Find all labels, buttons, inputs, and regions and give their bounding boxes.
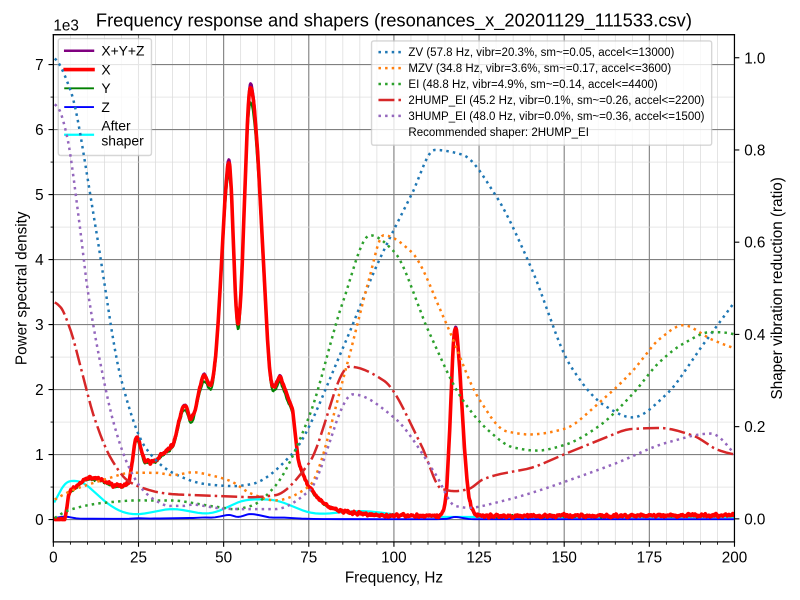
svg-text:0.8: 0.8 [744,142,765,159]
svg-text:25: 25 [130,550,147,567]
svg-text:Shaper vibration reduction (ra: Shaper vibration reduction (ratio) [769,177,786,399]
svg-text:100: 100 [381,550,406,567]
svg-text:125: 125 [466,550,491,567]
svg-text:MZV (34.8 Hz, vibr=3.6%, sm~=0: MZV (34.8 Hz, vibr=3.6%, sm~=0.17, accel… [408,63,671,75]
svg-text:0.4: 0.4 [744,327,766,344]
svg-text:3HUMP_EI (48.0 Hz, vibr=0.0%,: 3HUMP_EI (48.0 Hz, vibr=0.0%, sm~=0.36, … [408,111,704,123]
svg-text:0.6: 0.6 [744,235,765,252]
svg-text:4: 4 [35,252,44,269]
svg-text:75: 75 [300,550,317,567]
svg-text:1: 1 [35,447,44,464]
svg-text:2HUMP_EI (45.2 Hz, vibr=0.1%,: 2HUMP_EI (45.2 Hz, vibr=0.1%, sm~=0.26, … [408,95,704,107]
svg-text:EI (48.8 Hz, vibr=4.9%, sm~=0.: EI (48.8 Hz, vibr=4.9%, sm~=0.14, accel<… [408,79,657,91]
svg-text:Frequency, Hz: Frequency, Hz [345,570,443,587]
svg-text:Recommended shaper: 2HUMP_EI: Recommended shaper: 2HUMP_EI [408,127,589,139]
svg-text:3: 3 [35,317,44,334]
svg-text:175: 175 [637,550,662,567]
svg-text:7: 7 [35,57,44,74]
svg-text:5: 5 [35,187,44,204]
svg-text:Z: Z [101,99,110,115]
svg-text:2: 2 [35,382,44,399]
svg-text:Y: Y [101,80,110,96]
svg-text:150: 150 [551,550,576,567]
svg-text:Power spectral density: Power spectral density [13,211,30,365]
svg-text:shaper: shaper [101,133,144,149]
svg-text:Frequency response and shapers: Frequency response and shapers (resonanc… [96,9,692,31]
svg-text:0: 0 [35,512,44,529]
svg-text:X: X [101,61,110,77]
svg-text:1e3: 1e3 [53,18,78,35]
svg-text:6: 6 [35,122,44,139]
svg-text:0.0: 0.0 [744,511,765,528]
svg-text:50: 50 [215,550,232,567]
svg-text:X+Y+Z: X+Y+Z [101,43,145,59]
svg-text:ZV (57.8 Hz, vibr=20.3%, sm~=0: ZV (57.8 Hz, vibr=20.3%, sm~=0.05, accel… [408,47,674,59]
svg-text:200: 200 [722,550,747,567]
svg-text:1.0: 1.0 [744,50,765,67]
svg-text:After: After [101,118,131,134]
svg-text:0.2: 0.2 [744,419,765,436]
svg-text:0: 0 [49,550,58,567]
